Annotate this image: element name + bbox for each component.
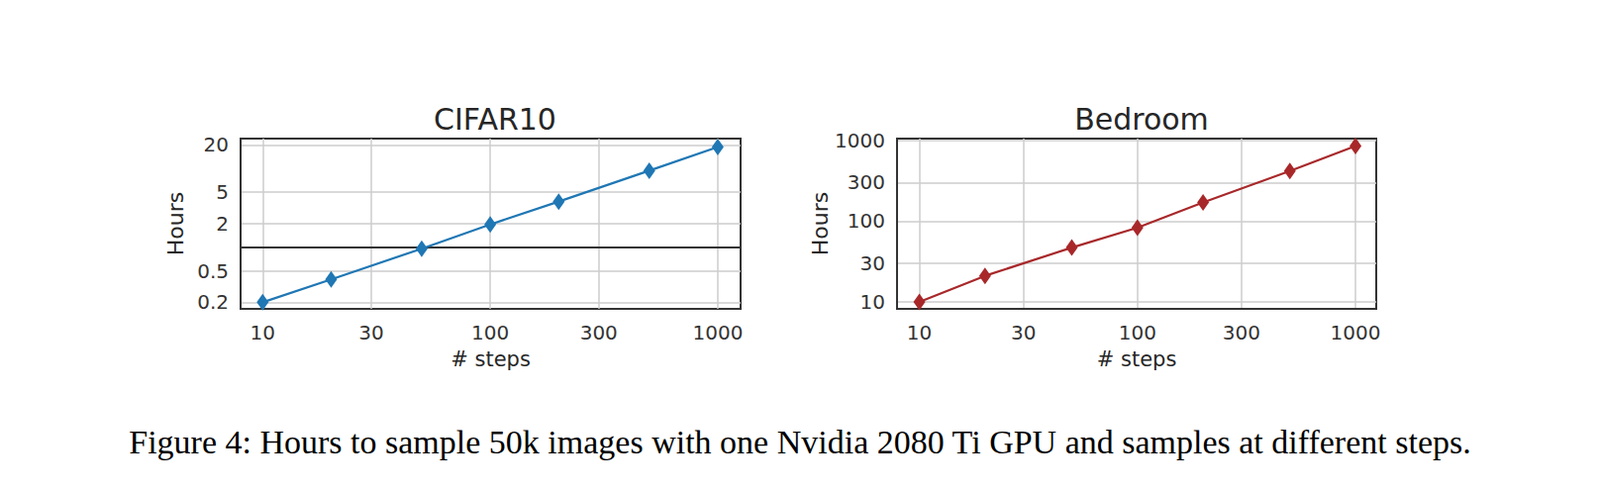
- svg-text:1000: 1000: [834, 128, 886, 153]
- svg-text:100: 100: [471, 320, 509, 345]
- svg-text:# steps: # steps: [450, 347, 531, 372]
- svg-text:1000: 1000: [1330, 320, 1382, 345]
- svg-text:30: 30: [860, 251, 886, 276]
- svg-text:10: 10: [906, 320, 932, 345]
- svg-text:10: 10: [250, 320, 276, 345]
- svg-text:100: 100: [1118, 320, 1157, 345]
- svg-text:300: 300: [580, 320, 618, 345]
- svg-text:100: 100: [847, 208, 886, 233]
- svg-text:2: 2: [215, 211, 229, 236]
- svg-text:20: 20: [203, 132, 229, 157]
- svg-text:CIFAR10: CIFAR10: [433, 101, 557, 137]
- svg-text:Hours: Hours: [163, 192, 189, 256]
- svg-text:300: 300: [847, 170, 886, 195]
- svg-text:Figure 4: Hours to sample 50k: Figure 4: Hours to sample 50k images wit…: [128, 423, 1471, 461]
- svg-text:Bedroom: Bedroom: [1074, 101, 1209, 137]
- svg-text:30: 30: [1010, 320, 1036, 345]
- svg-text:5: 5: [215, 180, 229, 204]
- svg-text:10: 10: [860, 290, 886, 314]
- svg-text:# steps: # steps: [1097, 347, 1178, 372]
- svg-text:30: 30: [358, 320, 384, 345]
- svg-text:Hours: Hours: [807, 192, 833, 256]
- svg-text:1000: 1000: [692, 320, 743, 345]
- svg-text:0.5: 0.5: [197, 259, 229, 284]
- svg-text:0.2: 0.2: [197, 290, 229, 314]
- svg-text:300: 300: [1222, 320, 1261, 345]
